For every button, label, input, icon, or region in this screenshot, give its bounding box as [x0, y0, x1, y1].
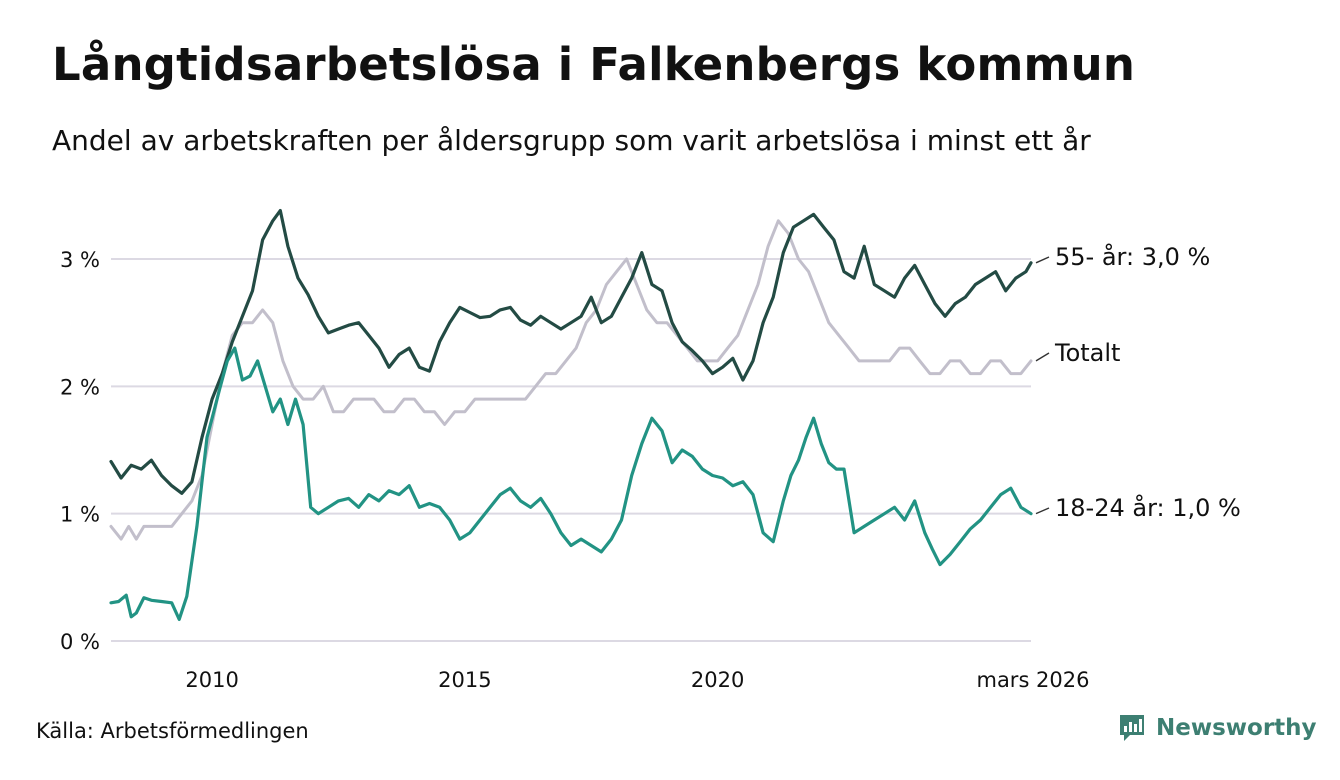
x-tick-label: mars 2026: [976, 668, 1089, 692]
x-tick-label: 2015: [438, 668, 491, 692]
end-label: Totalt: [1054, 339, 1120, 367]
grid-lines: [111, 258, 1031, 642]
end-labels: Totalt 55- år: 3,0 % 18-24 år: 1,0 %: [1035, 242, 1241, 522]
y-tick-label: 2 %: [60, 375, 100, 399]
y-tick-label: 3 %: [60, 248, 100, 272]
y-tick-label: 1 %: [60, 503, 100, 527]
y-tick-label: 0 %: [60, 630, 100, 654]
brand-name: Newsworthy: [1156, 715, 1317, 741]
chart-title: Långtidsarbetslösa i Falkenbergs kommun: [52, 38, 1136, 91]
chart-subtitle: Andel av arbetskraften per åldersgrupp s…: [52, 124, 1091, 157]
source-note: Källa: Arbetsförmedlingen: [36, 719, 309, 743]
end-label: 55- år: 3,0 %: [1055, 242, 1210, 271]
x-axis: 2010 2015 2020 mars 2026: [185, 668, 1089, 692]
x-tick-label: 2010: [185, 668, 238, 692]
newsworthy-logo-icon: [1120, 715, 1144, 741]
series-line-55-r: [109, 209, 1033, 495]
series-line-totalt: [109, 219, 1033, 541]
end-label-connector: [1035, 507, 1050, 515]
series-lines: [109, 209, 1033, 622]
end-label-connector: [1035, 352, 1050, 362]
series-line-18-24-r: [109, 346, 1033, 622]
y-axis: 0 % 1 % 2 % 3 %: [60, 248, 100, 654]
end-label-connector: [1035, 256, 1050, 264]
brand-logo-group: Newsworthy: [1118, 713, 1317, 743]
x-tick-label: 2020: [691, 668, 744, 692]
end-label: 18-24 år: 1,0 %: [1055, 493, 1241, 522]
